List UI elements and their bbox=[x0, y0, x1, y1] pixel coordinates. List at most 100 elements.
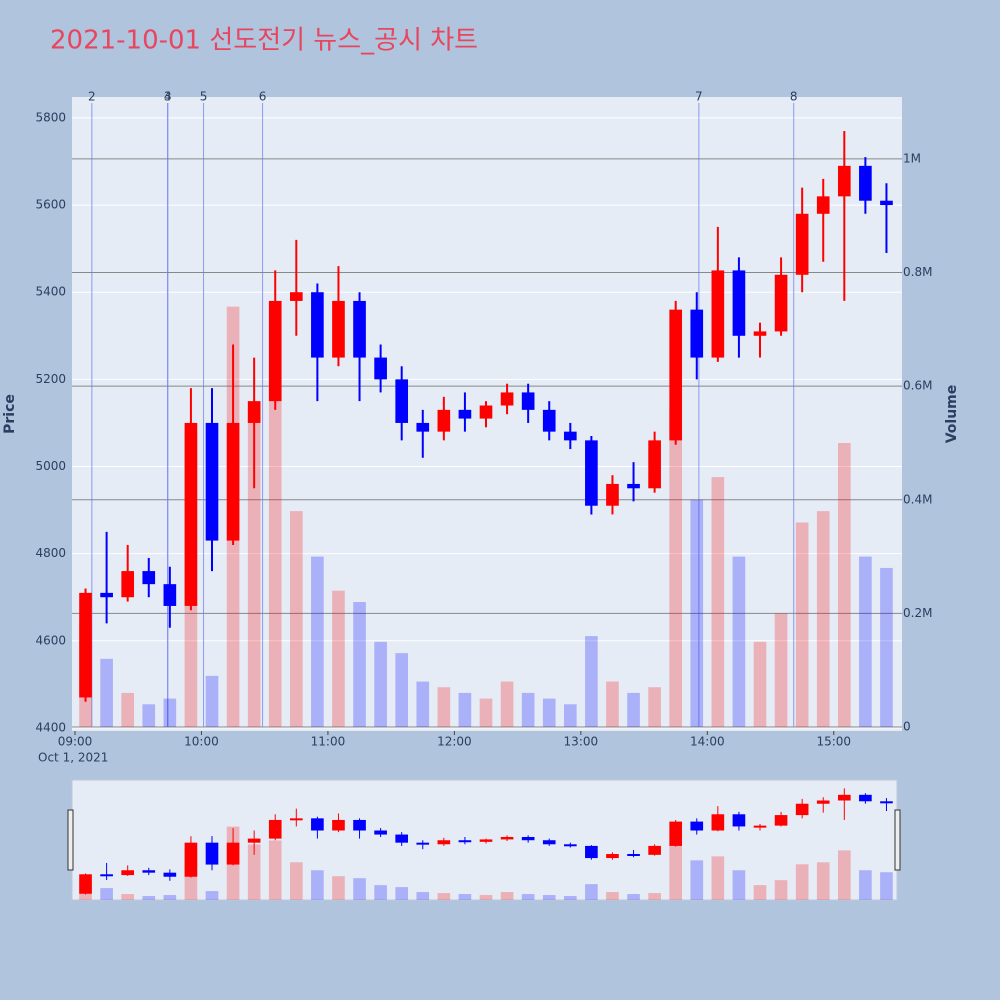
candle-body bbox=[121, 571, 135, 598]
candle-mini-body bbox=[311, 818, 324, 831]
volume-bar bbox=[311, 556, 324, 727]
volume-bar bbox=[289, 511, 303, 727]
chart-title: 2021-10-01 선도전기 뉴스_공시 차트 bbox=[50, 26, 478, 56]
candle-body bbox=[332, 300, 345, 358]
volume-bar-mini bbox=[163, 895, 177, 900]
candle-body bbox=[437, 409, 451, 432]
y-tick-label: 4800 bbox=[35, 546, 66, 560]
volume-bar-mini bbox=[268, 840, 282, 900]
volume-bar-mini bbox=[753, 885, 767, 900]
y2-title: Volume bbox=[944, 385, 960, 444]
candle-mini-body bbox=[627, 854, 640, 857]
y2-tick-label: 0.4M bbox=[903, 492, 932, 506]
volume-bar bbox=[627, 692, 640, 727]
volume-bar bbox=[332, 590, 345, 727]
candle-body bbox=[184, 422, 198, 606]
volume-bar bbox=[374, 641, 387, 727]
candle-body bbox=[142, 571, 156, 585]
y2-tick-label: 0 bbox=[903, 720, 911, 734]
volume-bar bbox=[732, 556, 746, 727]
volume-bar bbox=[100, 658, 113, 727]
y-tick-label: 5000 bbox=[35, 459, 66, 473]
candle-mini-body bbox=[142, 870, 156, 873]
candle-mini-body bbox=[774, 815, 788, 826]
volume-bar bbox=[669, 408, 683, 727]
volume-bar bbox=[458, 692, 472, 727]
candle-body bbox=[859, 165, 872, 201]
candle-body bbox=[880, 200, 893, 206]
volume-bar-mini bbox=[332, 876, 345, 900]
candle-body bbox=[795, 213, 809, 275]
volume-bar bbox=[563, 704, 577, 727]
volume-bar bbox=[500, 681, 514, 727]
volume-bar bbox=[880, 567, 893, 727]
volume-bar-mini bbox=[521, 894, 535, 900]
volume-bar bbox=[437, 687, 451, 727]
candle-body bbox=[606, 483, 619, 506]
y-tick-label: 5400 bbox=[35, 285, 66, 299]
volume-bar-mini bbox=[816, 862, 830, 900]
candle-mini-body bbox=[437, 840, 451, 845]
news-label: 8 bbox=[790, 90, 798, 104]
volume-bar bbox=[163, 698, 177, 727]
x-tick-label: 15:00 bbox=[816, 735, 851, 749]
candle-body bbox=[753, 331, 767, 336]
candle-mini-body bbox=[353, 819, 366, 831]
x-tick-label: 14:00 bbox=[690, 735, 725, 749]
volume-bar bbox=[711, 477, 725, 727]
candle-mini-body bbox=[585, 845, 598, 859]
candle-mini-body bbox=[542, 840, 556, 845]
x-date-label: Oct 1, 2021 bbox=[38, 751, 108, 765]
candle-mini-body bbox=[753, 825, 767, 828]
volume-bar bbox=[753, 641, 767, 727]
candle-body bbox=[774, 274, 788, 332]
volume-bar bbox=[606, 681, 619, 727]
candle-mini-body bbox=[332, 819, 345, 831]
volume-bar-mini bbox=[859, 870, 872, 900]
x-tick-label: 10:00 bbox=[184, 735, 219, 749]
candle-body bbox=[247, 401, 261, 423]
volume-bar-mini bbox=[563, 896, 577, 900]
x-tick-label: 11:00 bbox=[311, 735, 346, 749]
y2-tick-label: 0.6M bbox=[903, 379, 932, 393]
volume-bar bbox=[774, 613, 788, 727]
candle-mini-body bbox=[521, 836, 535, 841]
volume-bar bbox=[479, 698, 493, 727]
volume-bar-mini bbox=[669, 844, 683, 900]
candle-mini-body bbox=[247, 838, 261, 843]
volume-bar-mini bbox=[142, 896, 156, 900]
candle-body bbox=[100, 592, 113, 598]
candle-body bbox=[374, 357, 387, 380]
candle-body bbox=[416, 422, 430, 432]
candle-mini-body bbox=[711, 814, 725, 831]
range-handle[interactable] bbox=[67, 809, 74, 871]
candle-body bbox=[458, 409, 472, 419]
news-label: 4 bbox=[164, 90, 172, 104]
candle-mini-body bbox=[690, 821, 704, 831]
volume-bar bbox=[521, 692, 535, 727]
volume-bar-mini bbox=[690, 860, 704, 900]
volume-bar-mini bbox=[100, 888, 113, 900]
candle-body bbox=[816, 196, 830, 214]
candle-mini-body bbox=[732, 814, 746, 827]
candle-mini-body bbox=[395, 834, 409, 843]
candle-mini-body bbox=[121, 870, 135, 876]
news-label: 3 bbox=[164, 90, 172, 104]
candle-body bbox=[311, 292, 324, 358]
candle-mini-body bbox=[563, 844, 577, 847]
volume-bar-mini bbox=[311, 870, 324, 900]
candle-mini-body bbox=[669, 821, 683, 846]
volume-bar-mini bbox=[458, 894, 472, 900]
volume-bar bbox=[795, 522, 809, 727]
x-tick-label: 12:00 bbox=[437, 735, 472, 749]
candle-mini-body bbox=[100, 874, 113, 877]
candle-mini-body bbox=[289, 818, 303, 821]
volume-bar-mini bbox=[395, 887, 409, 900]
candle-mini-body bbox=[795, 803, 809, 816]
range-handle[interactable] bbox=[894, 809, 901, 871]
y2-tick-label: 0.8M bbox=[903, 265, 932, 279]
volume-bar bbox=[542, 698, 556, 727]
volume-bar bbox=[395, 653, 409, 727]
volume-bar-mini bbox=[479, 895, 493, 900]
news-label: 5 bbox=[200, 90, 208, 104]
